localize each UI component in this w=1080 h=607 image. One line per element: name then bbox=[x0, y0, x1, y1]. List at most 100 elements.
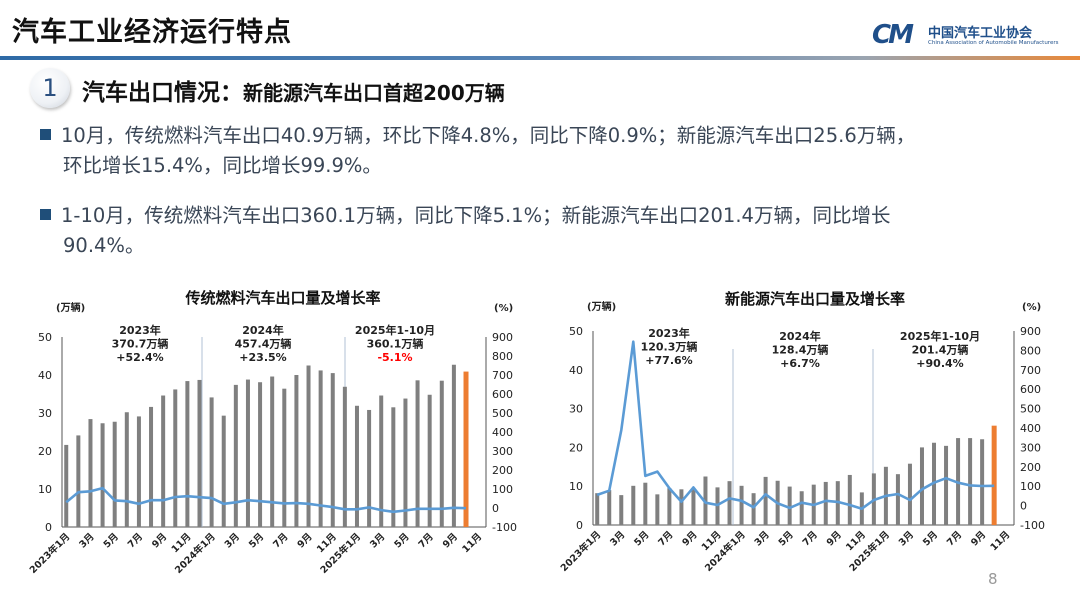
logo-cn-text: 中国汽车工业协会 bbox=[928, 26, 1033, 41]
bar bbox=[619, 495, 624, 525]
period-annotation: -5.1% bbox=[377, 351, 412, 364]
y2-tick-label: 400 bbox=[1020, 422, 1041, 435]
bar-highlight bbox=[463, 371, 469, 527]
x-tick-label: 7月 bbox=[945, 529, 964, 548]
period-annotation: 2024年 bbox=[242, 323, 284, 337]
bar bbox=[403, 398, 408, 527]
period-annotation: 370.7万辆 bbox=[112, 337, 169, 351]
page-number: 8 bbox=[988, 570, 998, 588]
growth-rate-line bbox=[65, 486, 467, 514]
bullet-text: 10月，传统燃料汽车出口40.9万辆，环比下降4.8%，同比下降0.9%；新能源… bbox=[61, 124, 916, 147]
y2-tick-label: 500 bbox=[1020, 403, 1041, 416]
bullet-square-icon bbox=[40, 129, 51, 140]
y-tick-label: 0 bbox=[576, 519, 583, 532]
bar bbox=[306, 365, 311, 527]
x-tick-label: 5月 bbox=[247, 531, 266, 550]
bar bbox=[258, 382, 263, 527]
bar bbox=[233, 384, 238, 527]
x-tick-label: 5月 bbox=[102, 531, 121, 550]
y2-tick-label: 900 bbox=[492, 331, 513, 344]
bar bbox=[980, 439, 985, 525]
bar bbox=[907, 463, 912, 525]
bar bbox=[427, 394, 432, 527]
bar bbox=[391, 407, 396, 527]
x-tick-label: 2023年1月 bbox=[558, 529, 603, 574]
bar bbox=[679, 489, 684, 525]
period-annotation: 2025年1-10月 bbox=[900, 329, 980, 343]
y-tick-label: 40 bbox=[569, 364, 583, 377]
bar bbox=[100, 423, 105, 527]
bullet-text: 90.4%。 bbox=[63, 234, 145, 257]
y2-tick-label: 300 bbox=[1020, 441, 1041, 454]
bar bbox=[76, 435, 81, 527]
bullet-point: 1-10月，传统燃料汽车出口360.1万辆，同比下降5.1%；新能源汽车出口20… bbox=[40, 201, 1060, 261]
y-tick-label: 50 bbox=[38, 331, 52, 344]
y2-tick-label: 200 bbox=[492, 464, 513, 477]
bar bbox=[895, 474, 900, 525]
y-tick-label: 0 bbox=[45, 521, 52, 534]
period-annotation: 2024年 bbox=[779, 329, 821, 343]
bar bbox=[655, 494, 660, 525]
bar bbox=[739, 485, 744, 525]
period-annotation: 2025年1-10月 bbox=[355, 323, 435, 337]
y-tick-label: 10 bbox=[569, 480, 583, 493]
bullet-text: 1-10月，传统燃料汽车出口360.1万辆，同比下降5.1%；新能源汽车出口20… bbox=[61, 204, 891, 227]
logo-en-text: China Association of Automobile Manufact… bbox=[928, 40, 1059, 46]
bar bbox=[823, 481, 828, 525]
y-tick-label: 40 bbox=[38, 369, 52, 382]
y2-tick-label: 700 bbox=[1020, 364, 1041, 377]
section-subtitle: 新能源汽车出口首超200万辆 bbox=[243, 81, 505, 105]
y-tick-label: 30 bbox=[38, 407, 52, 420]
bar bbox=[185, 381, 190, 527]
y2-tick-label: 0 bbox=[492, 502, 499, 515]
y2-tick-label: 700 bbox=[492, 369, 513, 382]
y2-axis-label: (%) bbox=[494, 303, 513, 314]
bar bbox=[294, 375, 299, 527]
y-axis-label: (万辆) bbox=[56, 301, 85, 314]
bar bbox=[415, 380, 420, 527]
bar bbox=[270, 376, 275, 527]
y2-tick-label: 0 bbox=[1020, 500, 1027, 513]
header-divider bbox=[0, 56, 1080, 60]
chart-title: 新能源汽车出口量及增长率 bbox=[725, 290, 905, 308]
bar bbox=[763, 476, 768, 525]
y2-tick-label: 900 bbox=[1020, 325, 1041, 338]
x-tick-label: 7月 bbox=[417, 531, 436, 550]
bar bbox=[379, 395, 384, 527]
bar bbox=[88, 419, 93, 527]
x-tick-label: 3月 bbox=[897, 529, 916, 548]
bar bbox=[318, 370, 323, 527]
bar bbox=[439, 380, 444, 527]
x-tick-label: 5月 bbox=[921, 529, 940, 548]
section-title: 汽车出口情况： bbox=[82, 80, 243, 106]
bar bbox=[342, 386, 347, 527]
x-tick-label: 9月 bbox=[969, 529, 988, 548]
bar bbox=[197, 379, 202, 527]
period-annotation: 201.4万辆 bbox=[912, 343, 969, 357]
x-tick-label: 5月 bbox=[392, 531, 411, 550]
bar bbox=[667, 488, 672, 525]
period-annotation: +52.4% bbox=[116, 351, 163, 364]
period-annotation: +23.5% bbox=[239, 351, 286, 364]
period-annotation: 2023年 bbox=[119, 323, 161, 337]
period-annotation: 120.3万辆 bbox=[641, 340, 698, 354]
bar bbox=[919, 447, 924, 525]
caam-logo: CM 中国汽车工业协会 China Association of Automob… bbox=[872, 20, 1072, 54]
bar-highlight bbox=[991, 425, 997, 525]
y2-tick-label: 400 bbox=[492, 426, 513, 439]
period-annotation: 128.4万辆 bbox=[772, 343, 829, 357]
y2-tick-label: 600 bbox=[1020, 383, 1041, 396]
bar bbox=[847, 474, 852, 525]
y2-tick-label: 200 bbox=[1020, 461, 1041, 474]
period-annotation: +77.6% bbox=[645, 354, 692, 367]
x-tick-label: 9月 bbox=[825, 529, 844, 548]
x-tick-label: 9月 bbox=[150, 531, 169, 550]
y2-tick-label: -100 bbox=[492, 521, 517, 534]
y2-tick-label: 800 bbox=[492, 350, 513, 363]
slide-title: 汽车工业经济运行特点 bbox=[12, 17, 292, 48]
bar bbox=[112, 421, 117, 527]
y2-tick-label: -100 bbox=[1020, 519, 1045, 532]
x-tick-label: 3月 bbox=[753, 529, 772, 548]
y-tick-label: 20 bbox=[569, 441, 583, 454]
bar bbox=[221, 415, 226, 527]
